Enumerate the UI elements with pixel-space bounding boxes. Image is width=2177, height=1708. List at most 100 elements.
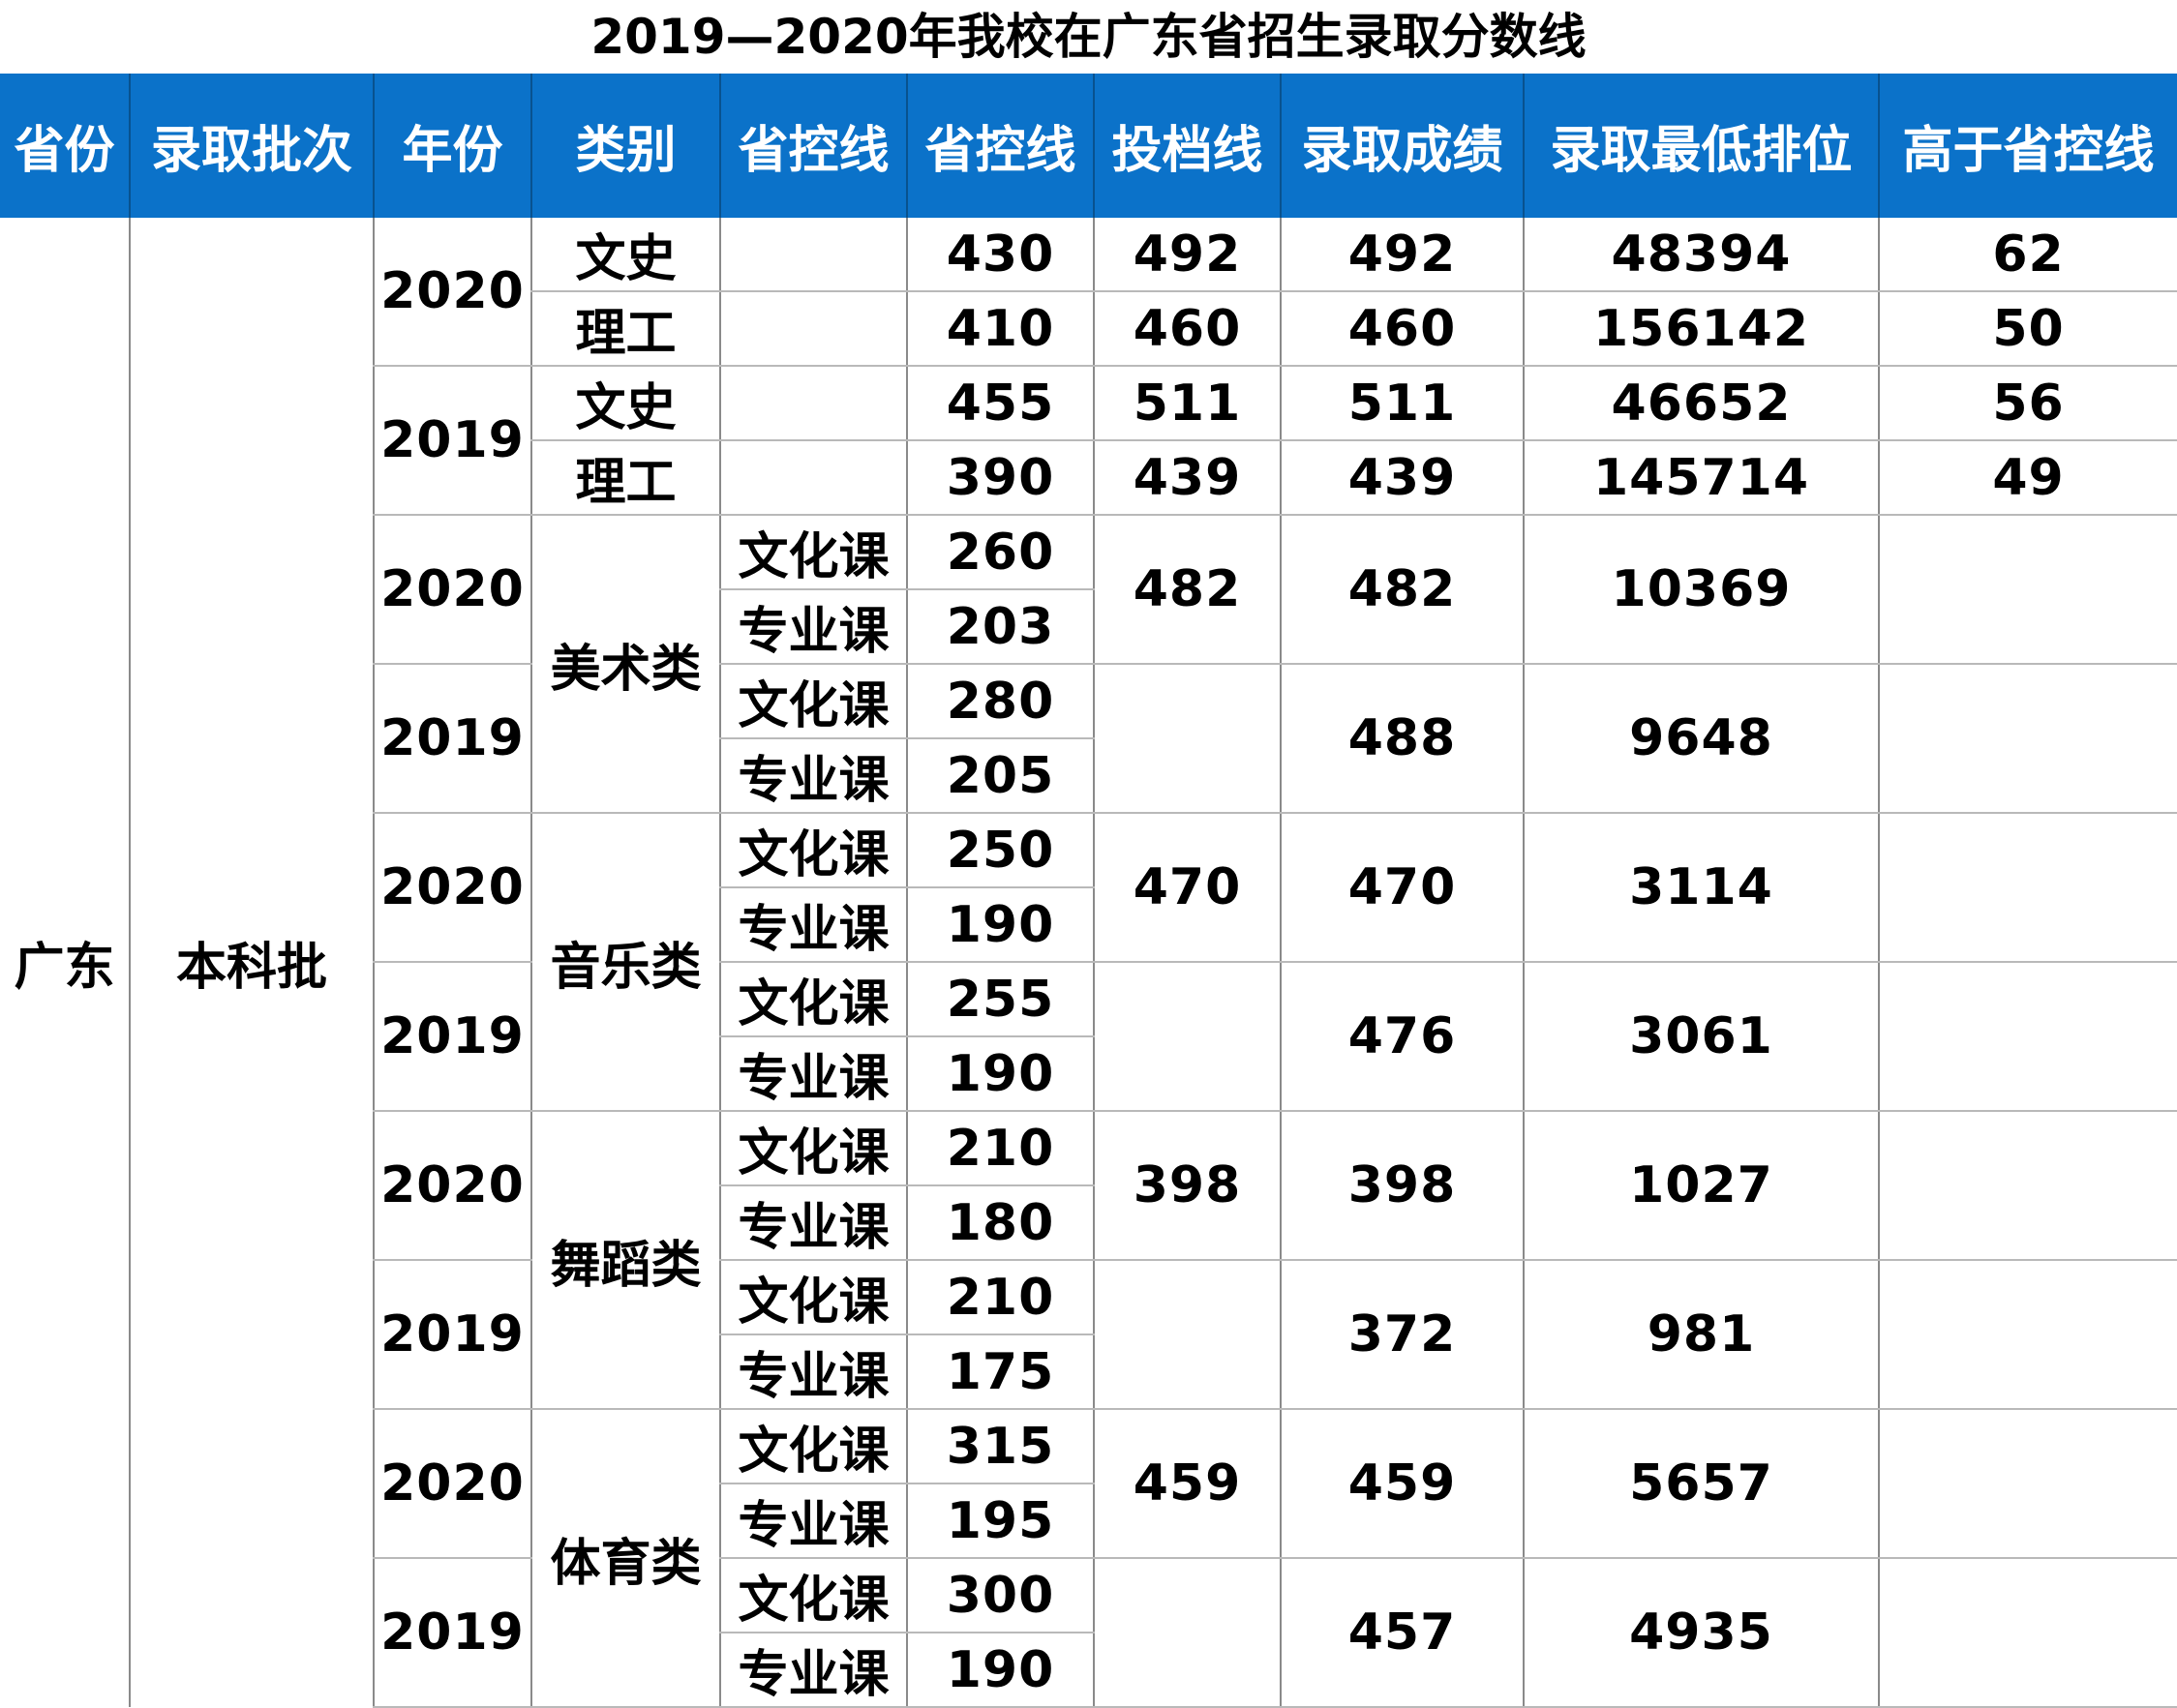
min-rank-cell: 145714 [1523, 440, 1879, 516]
control-line-cell: 430 [906, 218, 1094, 292]
min-rank-cell: 156142 [1523, 291, 1879, 367]
control-line-cell: 190 [906, 1036, 1094, 1112]
above-control-cell [1878, 962, 2177, 1112]
year-cell: 2020 [373, 1409, 531, 1559]
course-type-cell: 专业课 [719, 1185, 907, 1261]
course-type-cell: 文化课 [719, 1111, 907, 1186]
year-cell: 2019 [373, 664, 531, 814]
admission-score-cell: 372 [1280, 1260, 1524, 1410]
category-cell: 文史 [530, 366, 720, 441]
course-type-cell: 专业课 [719, 1633, 907, 1708]
header-control-line-2: 省控线 [906, 74, 1094, 218]
year-cell: 2019 [373, 1558, 531, 1708]
control-line-cell: 390 [906, 440, 1094, 516]
admission-score-cell: 511 [1280, 366, 1524, 441]
course-type-cell: 专业课 [719, 1036, 907, 1112]
min-rank-cell: 1027 [1523, 1111, 1879, 1261]
header-admission-score: 录取成绩 [1280, 74, 1524, 218]
above-control-cell [1878, 515, 2177, 665]
control-line-cell: 180 [906, 1185, 1094, 1261]
course-type-cell: 文化课 [719, 515, 907, 590]
above-control-cell [1878, 1111, 2177, 1261]
header-province: 省份 [0, 74, 130, 218]
min-rank-cell: 3114 [1523, 813, 1879, 963]
filing-line-cell [1093, 664, 1281, 814]
year-cell: 2020 [373, 1111, 531, 1261]
admission-score-cell: 488 [1280, 664, 1524, 814]
control-line-cell: 205 [906, 738, 1094, 814]
filing-line-cell: 459 [1093, 1409, 1281, 1559]
header-min-rank: 录取最低排位 [1523, 74, 1879, 218]
admission-score-cell: 460 [1280, 291, 1524, 367]
admission-score-cell: 459 [1280, 1409, 1524, 1559]
course-type-cell: 文化课 [719, 1260, 907, 1335]
control-line-empty-cell [719, 366, 907, 441]
admission-score-table: 省份 录取批次 年份 类别 省控线 省控线 投档线 录取成绩 录取最低排位 高于… [0, 74, 2177, 1708]
year-cell: 2020 [373, 515, 531, 665]
control-line-cell: 190 [906, 887, 1094, 963]
category-cell: 理工 [530, 291, 720, 367]
year-cell: 2019 [373, 962, 531, 1112]
min-rank-cell: 3061 [1523, 962, 1879, 1112]
course-type-cell: 专业课 [719, 738, 907, 814]
filing-line-cell: 398 [1093, 1111, 1281, 1261]
control-line-cell: 190 [906, 1633, 1094, 1708]
table-body: 广东 本科批 2020 文史 430 492 492 48394 62 理工 410 460 460 15… [0, 218, 2177, 1708]
control-line-cell: 203 [906, 589, 1094, 665]
header-filing-line: 投档线 [1093, 74, 1281, 218]
min-rank-cell: 981 [1523, 1260, 1879, 1410]
above-control-cell: 62 [1878, 218, 2177, 292]
control-line-empty-cell [719, 440, 907, 516]
above-control-cell [1878, 1260, 2177, 1410]
filing-line-cell: 439 [1093, 440, 1281, 516]
above-control-cell: 49 [1878, 440, 2177, 516]
control-line-cell: 280 [906, 664, 1094, 739]
above-control-cell [1878, 813, 2177, 963]
admission-score-cell: 492 [1280, 218, 1524, 292]
category-cell: 舞蹈类 [530, 1111, 720, 1410]
table-row: 理工 410 460 460 156142 50 [0, 291, 2177, 367]
year-cell: 2020 [373, 813, 531, 963]
table-row: 2019 文化课 280 488 9648 [0, 664, 2177, 814]
table-row: 2020 美术类 文化课 260 482 482 10369 [0, 515, 2177, 814]
table-row: 专业课 203 [0, 589, 2177, 665]
min-rank-cell: 10369 [1523, 515, 1879, 665]
table-row: 2019 文化课 210 372 981 [0, 1260, 2177, 1410]
course-type-cell: 专业课 [719, 1483, 907, 1559]
course-type-cell: 文化课 [719, 813, 907, 888]
filing-line-cell [1093, 962, 1281, 1112]
course-type-cell: 文化课 [719, 962, 907, 1037]
table-row: 专业课 175 [0, 1334, 2177, 1410]
course-type-cell: 文化课 [719, 1409, 907, 1484]
min-rank-cell: 48394 [1523, 218, 1879, 292]
header-above-control: 高于省控线 [1878, 74, 2177, 218]
table-row: 2020 体育类 文化课 315 459 459 5657 [0, 1409, 2177, 1708]
table-row: 专业课 190 [0, 1036, 2177, 1112]
filing-line-cell: 492 [1093, 218, 1281, 292]
course-type-cell: 文化课 [719, 664, 907, 739]
admission-score-cell: 476 [1280, 962, 1524, 1112]
batch-cell: 本科批 [129, 218, 374, 1707]
table-row: 专业课 195 [0, 1483, 2177, 1559]
category-cell: 理工 [530, 440, 720, 516]
admission-score-cell: 482 [1280, 515, 1524, 665]
filing-line-cell [1093, 1558, 1281, 1708]
header-batch: 录取批次 [129, 74, 374, 218]
above-control-cell: 50 [1878, 291, 2177, 367]
province-cell: 广东 [14, 939, 115, 997]
table-row: 广东 本科批 2020 文史 430 492 492 48394 62 [0, 218, 2177, 1707]
control-line-cell: 315 [906, 1409, 1094, 1484]
control-line-cell: 210 [906, 1260, 1094, 1335]
admission-score-cell: 457 [1280, 1558, 1524, 1708]
table-row: 理工 390 439 439 145714 49 [0, 440, 2177, 516]
page-title: 2019—2020年我校在广东省招生录取分数线 [590, 9, 1587, 65]
filing-line-cell: 470 [1093, 813, 1281, 963]
category-cell: 美术类 [530, 515, 720, 814]
table-row: 2019 文史 455 511 511 46652 56 [0, 366, 2177, 516]
table-row: 2019 文化课 255 476 3061 [0, 962, 2177, 1112]
year-cell: 2020 [373, 218, 531, 367]
min-rank-cell: 9648 [1523, 664, 1879, 814]
filing-line-cell [1093, 1260, 1281, 1410]
above-control-cell [1878, 664, 2177, 814]
control-line-cell: 255 [906, 962, 1094, 1037]
